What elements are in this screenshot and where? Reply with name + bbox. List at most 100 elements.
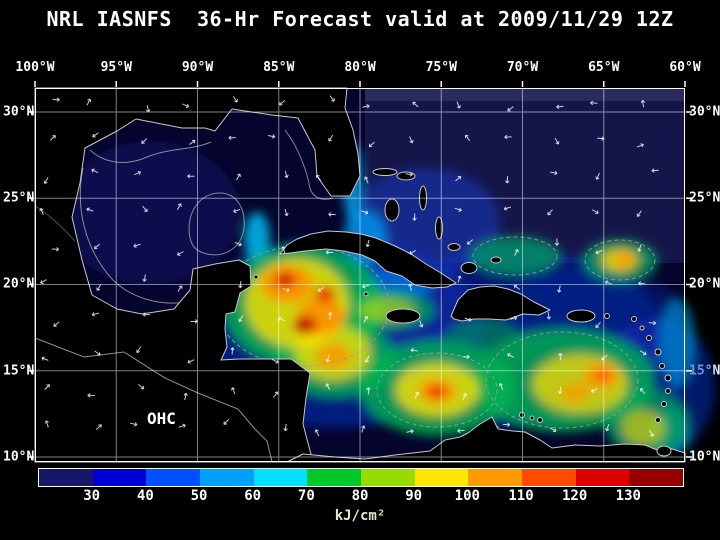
vector-arrow-icon [43, 177, 49, 184]
vector-arrow-icon [176, 251, 184, 256]
vector-arrow-icon [405, 172, 413, 177]
colorbar-tick-label: 120 [562, 488, 588, 504]
vector-arrow-icon [590, 387, 598, 393]
colorbar-segment [307, 469, 362, 486]
vector-arrow-icon [639, 388, 646, 395]
vector-arrow-icon [94, 350, 101, 356]
colorbar-tick-label: 130 [615, 488, 641, 504]
vector-arrow-icon [44, 420, 49, 428]
vector-arrow-icon [142, 312, 151, 317]
vector-arrow-icon [410, 347, 418, 353]
vector-arrow-icon [361, 210, 369, 215]
vector-arrow-icon [412, 213, 417, 221]
vector-arrow-icon [278, 99, 286, 106]
vector-arrow-icon [648, 320, 657, 326]
vector-arrow-icon [597, 136, 605, 141]
vector-arrow-icon [412, 101, 419, 108]
vector-arrow-icon [189, 139, 196, 145]
vector-arrow-icon [177, 285, 183, 292]
land-trinidad [656, 445, 672, 457]
colorbar-tick-label: 30 [83, 488, 101, 504]
colorbar-segment [146, 469, 201, 486]
vector-arrow-icon [93, 243, 101, 250]
vector-arrow-icon [283, 423, 288, 432]
vector-arrow-icon [325, 355, 330, 363]
vector-arrow-icon [233, 208, 241, 214]
vector-arrow-icon [136, 346, 142, 354]
vector-arrow-icon [368, 141, 375, 148]
lat-tick-label-left: 30°N [3, 104, 35, 120]
vector-arrow-icon [557, 285, 562, 293]
vector-arrow-icon [590, 100, 598, 106]
vector-arrow-icon [605, 424, 610, 432]
vector-arrow-icon [44, 384, 50, 391]
lat-tick-label-right: 10°N [689, 449, 720, 465]
lat-tick-label-right: 20°N [689, 276, 720, 292]
colorbar-unit-label: kJ/cm² [334, 508, 386, 524]
vector-arrow-icon [457, 428, 465, 433]
vector-arrow-icon [141, 138, 148, 144]
vector-arrow-icon [134, 170, 142, 176]
colorbar-segment [361, 469, 415, 486]
vector-arrow-icon [408, 283, 413, 291]
vector-arrow-icon [51, 247, 60, 252]
vector-arrow-icon [282, 287, 290, 293]
vector-arrow-icon [271, 358, 279, 364]
vector-arrow-icon [648, 430, 654, 437]
vector-arrow-icon [86, 207, 94, 212]
lon-tick-label: 95°W [100, 60, 132, 75]
graticule [35, 88, 685, 462]
vector-arrow-icon [41, 356, 49, 361]
vector-arrow-icon [549, 427, 557, 433]
vector-arrow-icon [362, 284, 370, 289]
colorbar-segment [575, 469, 630, 486]
vector-arrow-icon [91, 168, 99, 174]
lat-tick-label-left: 15°N [3, 363, 35, 379]
vector-arrow-icon [503, 206, 511, 211]
vector-arrow-icon [238, 280, 243, 289]
vector-arrow-icon [176, 203, 182, 211]
colorbar-tick-label: 70 [297, 488, 315, 504]
vector-arrow-icon [223, 418, 230, 425]
vector-arrow-icon [317, 286, 325, 292]
vector-arrow-icon [361, 425, 366, 433]
colorbar-segment [39, 469, 93, 486]
vector-arrow-icon [273, 391, 279, 398]
vector-arrow-icon [325, 383, 331, 391]
vector-arrow-icon [550, 170, 558, 176]
vector-arrow-icon [329, 95, 335, 102]
vector-arrow-icon [187, 359, 195, 364]
vector-arrow-icon [95, 424, 102, 430]
vector-arrow-icon [464, 317, 472, 322]
vector-arrow-icon [364, 176, 369, 184]
vector-arrow-icon [638, 281, 646, 286]
land-jamaica [385, 308, 421, 324]
vector-arrow-icon [457, 275, 462, 283]
lat-tick-label-left: 10°N [3, 449, 35, 465]
vector-arrow-icon [514, 248, 519, 256]
colorbar-tick-label: 40 [136, 488, 154, 504]
vector-arrow-icon [364, 355, 370, 363]
vector-arrow-icon [316, 174, 322, 182]
vector-arrow-icon [601, 354, 608, 361]
vector-arrow-icon [513, 284, 521, 290]
lat-tick-label-right: 25°N [689, 190, 720, 206]
map-frame [35, 88, 685, 462]
vector-arrow-icon [238, 315, 244, 323]
vector-arrow-icon [52, 97, 60, 102]
vector-arrow-icon [466, 239, 474, 245]
map-area: OHC [28, 81, 715, 463]
vector-arrow-icon [277, 316, 285, 322]
axis-tick-marks [28, 81, 692, 458]
vector-arrow-icon [96, 284, 102, 291]
colorbar-tick-label: 80 [351, 488, 369, 504]
vector-arrow-icon [505, 176, 510, 184]
vector-arrow-icon [92, 132, 99, 138]
vector-arrow-icon [133, 243, 141, 248]
colorbar-segment [253, 469, 308, 486]
vector-arrow-icon [39, 207, 44, 215]
vector-arrow-icon [49, 135, 56, 141]
vector-arrow-icon [190, 319, 198, 324]
colorbar-segment [92, 469, 147, 486]
